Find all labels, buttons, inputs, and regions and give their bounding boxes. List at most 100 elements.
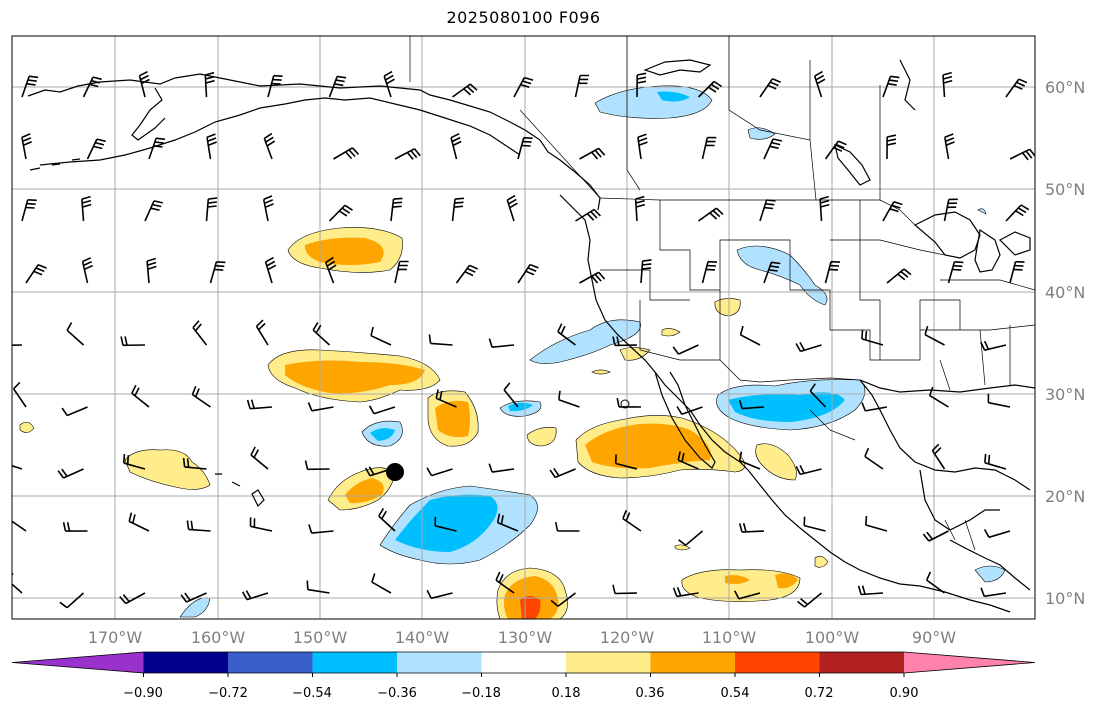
coastlines [27,59,1035,613]
wind-barb [824,140,847,160]
colorbar-tick-label: 0.18 [552,686,581,701]
wind-barb [138,70,150,98]
wind-barb [246,399,273,410]
wind-barb [557,323,576,346]
wind-barb [701,260,718,284]
wind-barb [144,200,163,222]
wind-barb [984,453,1007,470]
lon-label: 170°W [88,628,143,647]
wind-barb [517,136,533,160]
negative-anomaly-shading [179,85,1006,618]
wind-barb [819,195,830,222]
wind-barb [62,522,88,532]
wind-barb [882,201,903,222]
wind-barb [763,261,781,284]
wind-barb [701,136,717,160]
map-plot-area [1,36,1035,658]
wind-barb [120,336,146,347]
wind-barb [86,138,106,160]
wind-barb [795,464,822,476]
wind-barb [579,147,606,160]
wind-barb [119,592,146,605]
wind-barb [426,589,453,600]
wind-barb [205,197,218,222]
wind-barb [672,587,699,598]
colorbar-bin [735,652,820,673]
wind-barb [206,133,217,160]
wind-barb [328,75,347,98]
lat-label: 40°N [1045,283,1085,302]
wind-barb [209,261,226,284]
wind-barb [634,195,646,222]
colorbar-bin [228,652,313,673]
wind-barb [371,573,392,594]
wind-barb [59,592,85,609]
wind-barb [944,133,955,160]
colorbar-tick-label: 0.90 [890,686,919,701]
wind-barb [428,334,453,346]
lat-label: 30°N [1045,385,1085,404]
lon-label: 100°W [805,628,860,647]
wind-barb [882,75,900,98]
wind-barb [435,389,457,408]
wind-barb [123,454,146,470]
colorbar-bin [650,652,736,673]
wind-barb [813,70,826,98]
wind-barb [672,344,699,355]
wind-barb [370,326,392,346]
wind-barb [733,590,761,600]
wind-barb [739,325,761,346]
lon-label: 120°W [600,628,655,647]
wind-barb [931,443,946,470]
wind-barb [57,468,84,479]
wind-barb [980,340,1007,351]
wind-barb [1005,204,1030,222]
wind-barb [488,338,515,348]
wind-barb [549,467,576,479]
wind-barb [250,446,269,470]
wind-barb [676,406,703,415]
wind-barb [249,517,273,532]
wind-barb [131,384,150,408]
wind-barb [886,134,897,160]
wind-barb [306,580,330,594]
colorbar-tick-label: −0.54 [292,686,332,701]
wind-barb [333,147,360,160]
lat-label: 50°N [1045,180,1085,199]
wind-barb [513,76,534,98]
wind-barb [575,208,601,222]
wind-barb [1005,78,1028,98]
wind-barb [81,257,93,284]
wind-barb [21,199,37,222]
wind-barb [980,587,1007,598]
wind-barb [12,464,23,470]
colorbar-ticks: −0.90 −0.72 −0.54 −0.36 −0.18 0.18 0.36 … [123,686,918,701]
wind-barb [12,381,27,408]
wind-barb [678,530,704,546]
lat-label: 60°N [1045,78,1085,97]
wind-barb [66,322,85,346]
political-borders [409,36,1035,551]
wind-barb [550,592,576,607]
wind-barb [795,342,822,353]
wind-barb [12,344,23,347]
wind-barb [763,138,783,160]
wind-barb [1009,148,1035,161]
wind-barb [495,571,515,594]
wind-barb [182,457,207,470]
lon-label: 130°W [498,628,553,647]
wind-barb [148,137,166,160]
colorbar-extend-min [12,652,144,673]
wind-barb [517,263,539,284]
wind-barb [759,78,782,98]
map-frame [11,35,1036,620]
wind-barb [496,513,519,532]
wind-barb [922,530,949,542]
wind-barb [1,650,26,658]
wind-barb [928,386,949,408]
wind-barb [390,197,403,222]
wind-barb [450,132,462,160]
wind-barb [324,256,337,284]
wind-barb [987,393,1011,408]
wind-barb [990,637,1010,655]
